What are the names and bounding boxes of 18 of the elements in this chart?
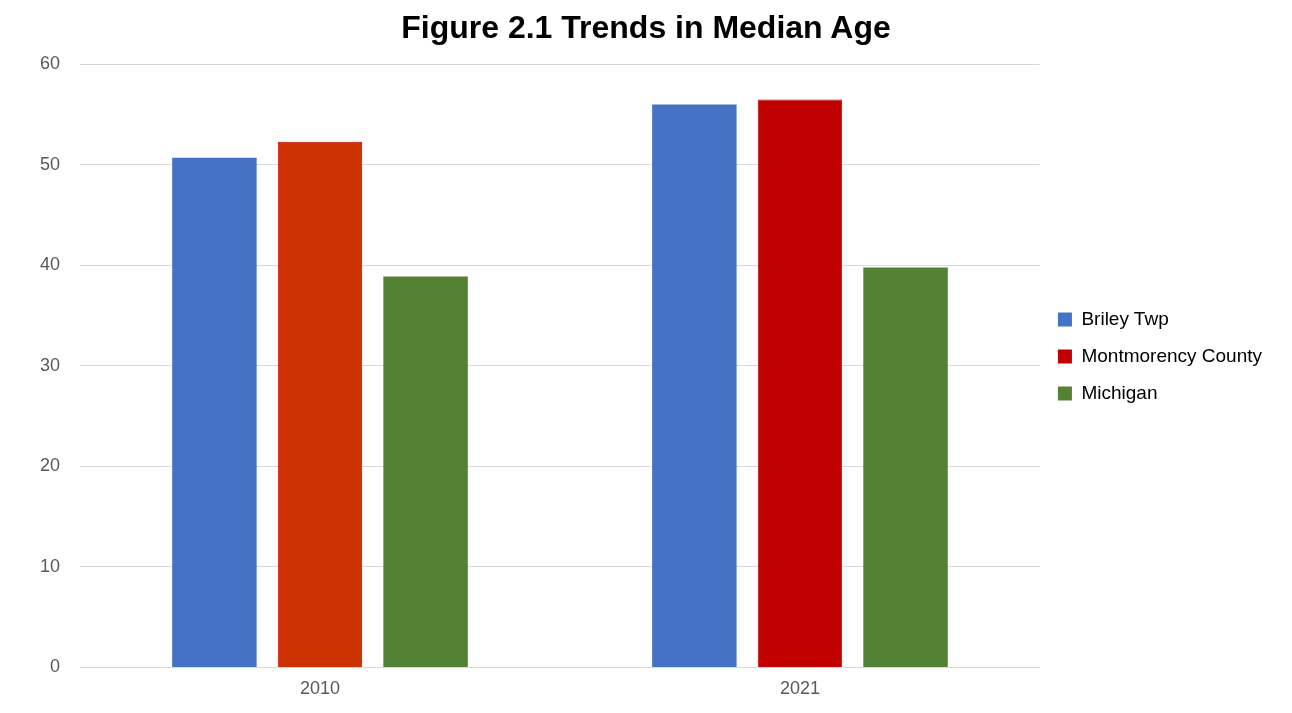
x-tick-label: 2021 xyxy=(779,678,820,699)
bar xyxy=(172,157,257,667)
legend-label: Michigan xyxy=(1081,381,1158,403)
y-tick-label: 50 xyxy=(39,153,61,174)
y-tick-label: 30 xyxy=(39,354,61,375)
y-tick-label: 0 xyxy=(50,656,61,677)
x-tick-label: 2010 xyxy=(299,678,341,699)
y-tick-label: 20 xyxy=(39,455,61,476)
bar xyxy=(863,267,948,667)
chart-title: Figure 2.1 Trends in Median Age xyxy=(401,9,891,46)
y-tick-label: 60 xyxy=(39,53,61,74)
legend-label: Montmorency County xyxy=(1081,344,1263,366)
y-tick-label: 10 xyxy=(39,555,61,576)
bar xyxy=(757,99,843,667)
bar xyxy=(383,276,468,667)
y-tick-label: 40 xyxy=(39,254,61,275)
bar xyxy=(652,104,737,667)
legend-label: Briley Twp xyxy=(1081,307,1169,329)
